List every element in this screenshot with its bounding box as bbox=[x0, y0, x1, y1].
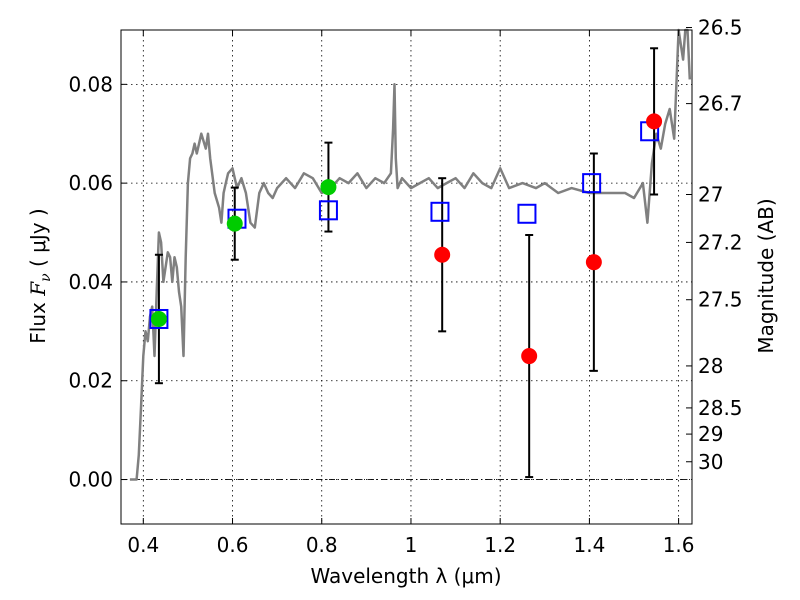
model-photometry-marker bbox=[149, 308, 169, 329]
y2-tick-label: 26.7 bbox=[698, 92, 743, 116]
observed-flux-marker bbox=[320, 179, 337, 196]
y-tick-label: 0.06 bbox=[68, 171, 113, 195]
model-photometry-marker bbox=[517, 203, 537, 224]
x-tick-label: 1 bbox=[405, 533, 418, 557]
y-axis-ticks: 0.00 0.02 0.04 0.06 0.08 bbox=[68, 72, 127, 492]
grid-lines bbox=[121, 30, 692, 524]
x-tick-label: 0.8 bbox=[306, 533, 338, 557]
plot-frame bbox=[120, 29, 693, 525]
y2-tick-label: 28.5 bbox=[698, 396, 743, 420]
observed-flux-marker bbox=[226, 215, 243, 232]
model-photometry-marker bbox=[582, 173, 602, 194]
x-axis-label: Wavelength λ (μm) bbox=[310, 564, 501, 588]
observed-flux-marker bbox=[646, 113, 663, 130]
x-tick-label: 1.2 bbox=[484, 533, 516, 557]
y-tick-label: 0.04 bbox=[68, 270, 113, 294]
y-tick-label: 0.02 bbox=[68, 369, 113, 393]
observed-flux-marker bbox=[521, 348, 538, 365]
model-photometry-marker bbox=[430, 201, 450, 222]
error-bars bbox=[154, 47, 659, 479]
x-tick-label: 1.6 bbox=[663, 533, 695, 557]
y-axis-label: Flux Fν ( μJy ) bbox=[26, 208, 54, 343]
observed-markers bbox=[150, 113, 663, 365]
model-photometry-markers bbox=[149, 121, 660, 329]
y2-axis-label: Magnitude (AB) bbox=[754, 198, 778, 353]
x-tick-label: 1.4 bbox=[573, 533, 605, 557]
x-tick-label: 0.6 bbox=[217, 533, 249, 557]
observed-flux-marker bbox=[434, 246, 451, 263]
y2-axis-ticks: 26.5 26.7 27 27.2 27.5 28 28.529 30 bbox=[686, 16, 743, 474]
spectrum-line bbox=[129, 28, 692, 481]
observed-flux-marker bbox=[585, 254, 602, 271]
x-tick-label: 0.4 bbox=[127, 533, 159, 557]
model-photometry-marker bbox=[318, 200, 338, 221]
x-axis-ticks: 0.4 0.6 0.8 1 1.2 1.4 1.6 bbox=[127, 30, 695, 557]
y2-tick-label: 27.5 bbox=[698, 288, 743, 312]
y-tick-label: 0.08 bbox=[68, 72, 113, 96]
y-tick-label: 0.00 bbox=[68, 468, 113, 492]
y2-tick-label: 30 bbox=[698, 450, 723, 474]
observed-flux-marker bbox=[150, 310, 167, 327]
y2-tick-label: 27 bbox=[698, 183, 723, 207]
y2-tick-label: 29 bbox=[698, 422, 723, 446]
model-spectrum bbox=[129, 28, 692, 481]
y2-tick-label: 26.5 bbox=[698, 16, 743, 40]
y2-tick-label: 27.2 bbox=[698, 230, 743, 254]
y2-tick-label: 28 bbox=[698, 354, 723, 378]
